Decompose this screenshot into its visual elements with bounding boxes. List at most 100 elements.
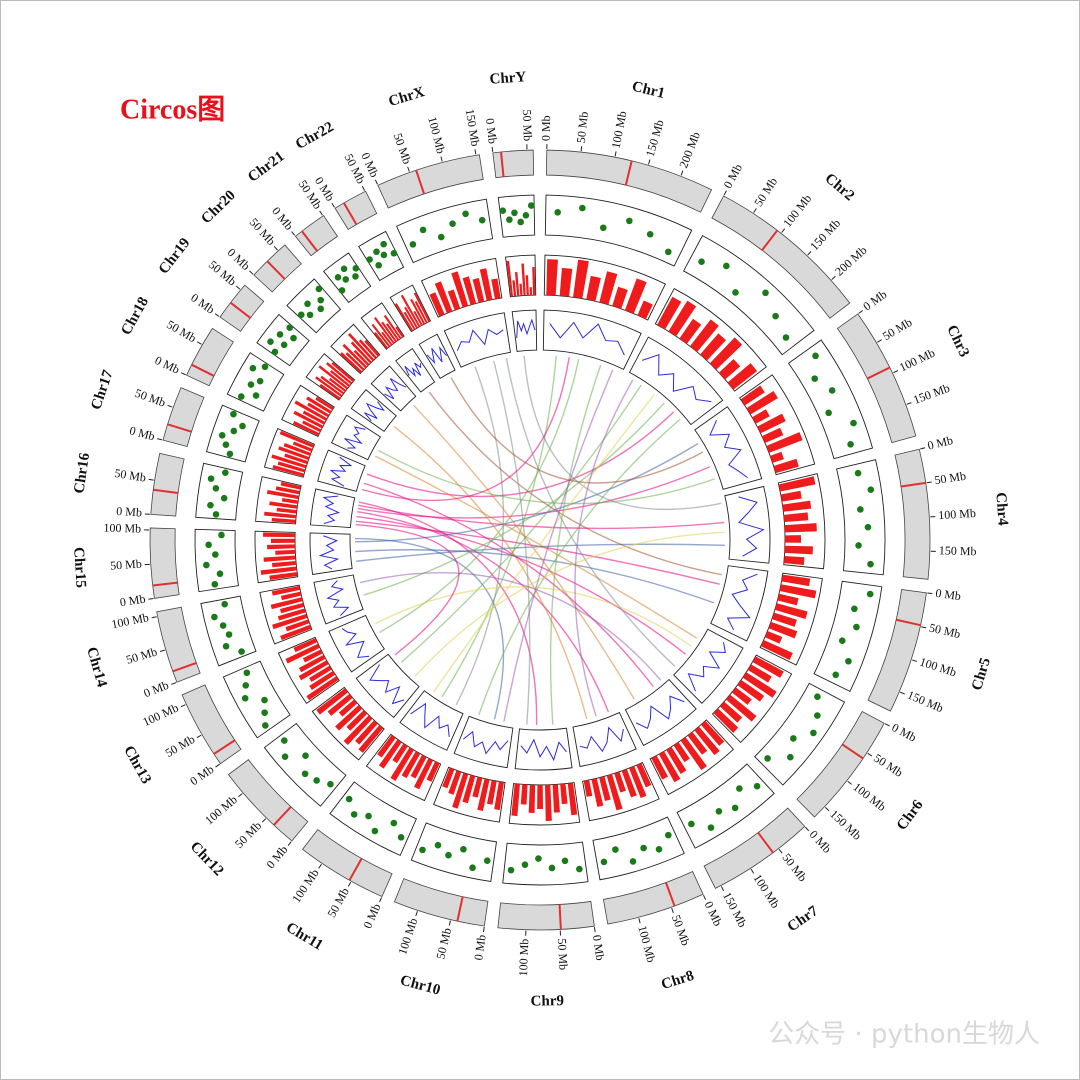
bar <box>742 672 777 698</box>
track-frame <box>255 476 302 525</box>
bar <box>277 608 306 621</box>
track-frame <box>433 766 506 823</box>
track-frame <box>511 309 538 352</box>
scatter-point <box>736 785 743 792</box>
tick-mark <box>893 370 899 374</box>
bar <box>260 566 297 575</box>
line-track <box>738 496 765 557</box>
centromere <box>895 618 921 627</box>
bar <box>353 349 370 366</box>
ideogram <box>497 900 595 931</box>
scatter-point <box>600 858 608 866</box>
bar <box>330 369 351 387</box>
bar <box>525 275 529 296</box>
bar <box>552 784 560 813</box>
scatter-point <box>286 324 294 331</box>
bar <box>448 770 462 795</box>
chromosome-name: Chr4 <box>992 492 1010 527</box>
bar <box>636 763 652 788</box>
tick-mark <box>159 649 165 652</box>
scatter-point <box>317 305 325 313</box>
bar <box>309 670 336 690</box>
scatter-point <box>218 531 225 539</box>
tick-label: 150 Mb <box>939 543 977 558</box>
bar <box>491 278 501 300</box>
track-frame <box>311 686 385 761</box>
tick-mark <box>318 863 322 869</box>
scatter-point <box>867 560 874 568</box>
scatter-point <box>853 623 860 631</box>
ideogram <box>334 190 378 231</box>
tick-label: 50 Mb <box>110 557 142 573</box>
scatter-point <box>205 541 212 549</box>
bar <box>279 602 305 614</box>
link <box>493 360 531 725</box>
scatter-point <box>211 580 219 588</box>
tick-label: 50 Mb <box>555 938 571 970</box>
tick-mark <box>215 763 220 768</box>
bar <box>309 665 332 683</box>
bar <box>413 310 423 326</box>
bar <box>514 271 520 297</box>
track-frame <box>443 312 511 368</box>
tick-mark <box>703 894 707 900</box>
bar <box>267 544 296 550</box>
bar <box>343 715 373 746</box>
scatter-point <box>375 261 382 269</box>
bar <box>284 453 309 465</box>
scatter-point <box>419 226 427 234</box>
track-frame <box>305 353 356 401</box>
scatter-point <box>271 348 279 356</box>
link <box>412 404 635 700</box>
bar <box>740 385 765 406</box>
scatter-point <box>230 427 238 435</box>
bar <box>727 363 758 390</box>
scatter-point <box>211 613 218 621</box>
bar <box>528 784 536 813</box>
scatter-point <box>437 233 445 241</box>
bar <box>506 260 514 297</box>
bar <box>281 497 299 504</box>
scatter-point <box>230 410 237 418</box>
bar <box>694 726 720 756</box>
line-track <box>456 328 504 351</box>
bar <box>385 323 400 341</box>
scatter-point <box>242 682 250 689</box>
bar <box>272 613 308 630</box>
scatter-point <box>640 844 647 852</box>
bar <box>302 649 323 663</box>
scatter-point <box>262 722 269 729</box>
bar <box>350 341 372 364</box>
tick-mark <box>805 826 810 832</box>
scatter-point <box>238 648 245 655</box>
tick-mark <box>926 481 932 484</box>
tick-mark <box>331 202 335 208</box>
link <box>355 549 715 604</box>
bar <box>335 704 363 731</box>
bar <box>472 776 483 798</box>
bar <box>472 278 485 303</box>
tick-mark <box>249 270 254 275</box>
ideogram <box>149 527 180 599</box>
tick-mark <box>899 691 905 695</box>
centromere <box>342 202 358 226</box>
scatter-point <box>297 311 305 319</box>
scatter-point <box>334 273 342 281</box>
bar <box>280 481 301 490</box>
bar <box>687 731 708 755</box>
line-track <box>410 702 450 737</box>
ideogram <box>703 807 806 889</box>
bar <box>766 432 803 453</box>
scatter-point <box>688 820 695 828</box>
centromere <box>415 169 426 195</box>
bar <box>783 555 805 566</box>
link <box>358 501 538 725</box>
scatter-point <box>753 782 761 790</box>
bar <box>770 451 784 463</box>
tick-mark <box>148 598 154 600</box>
scatter-point <box>220 494 228 502</box>
tick-mark <box>781 228 786 233</box>
scatter-point <box>306 311 314 319</box>
ideogram <box>867 588 927 712</box>
